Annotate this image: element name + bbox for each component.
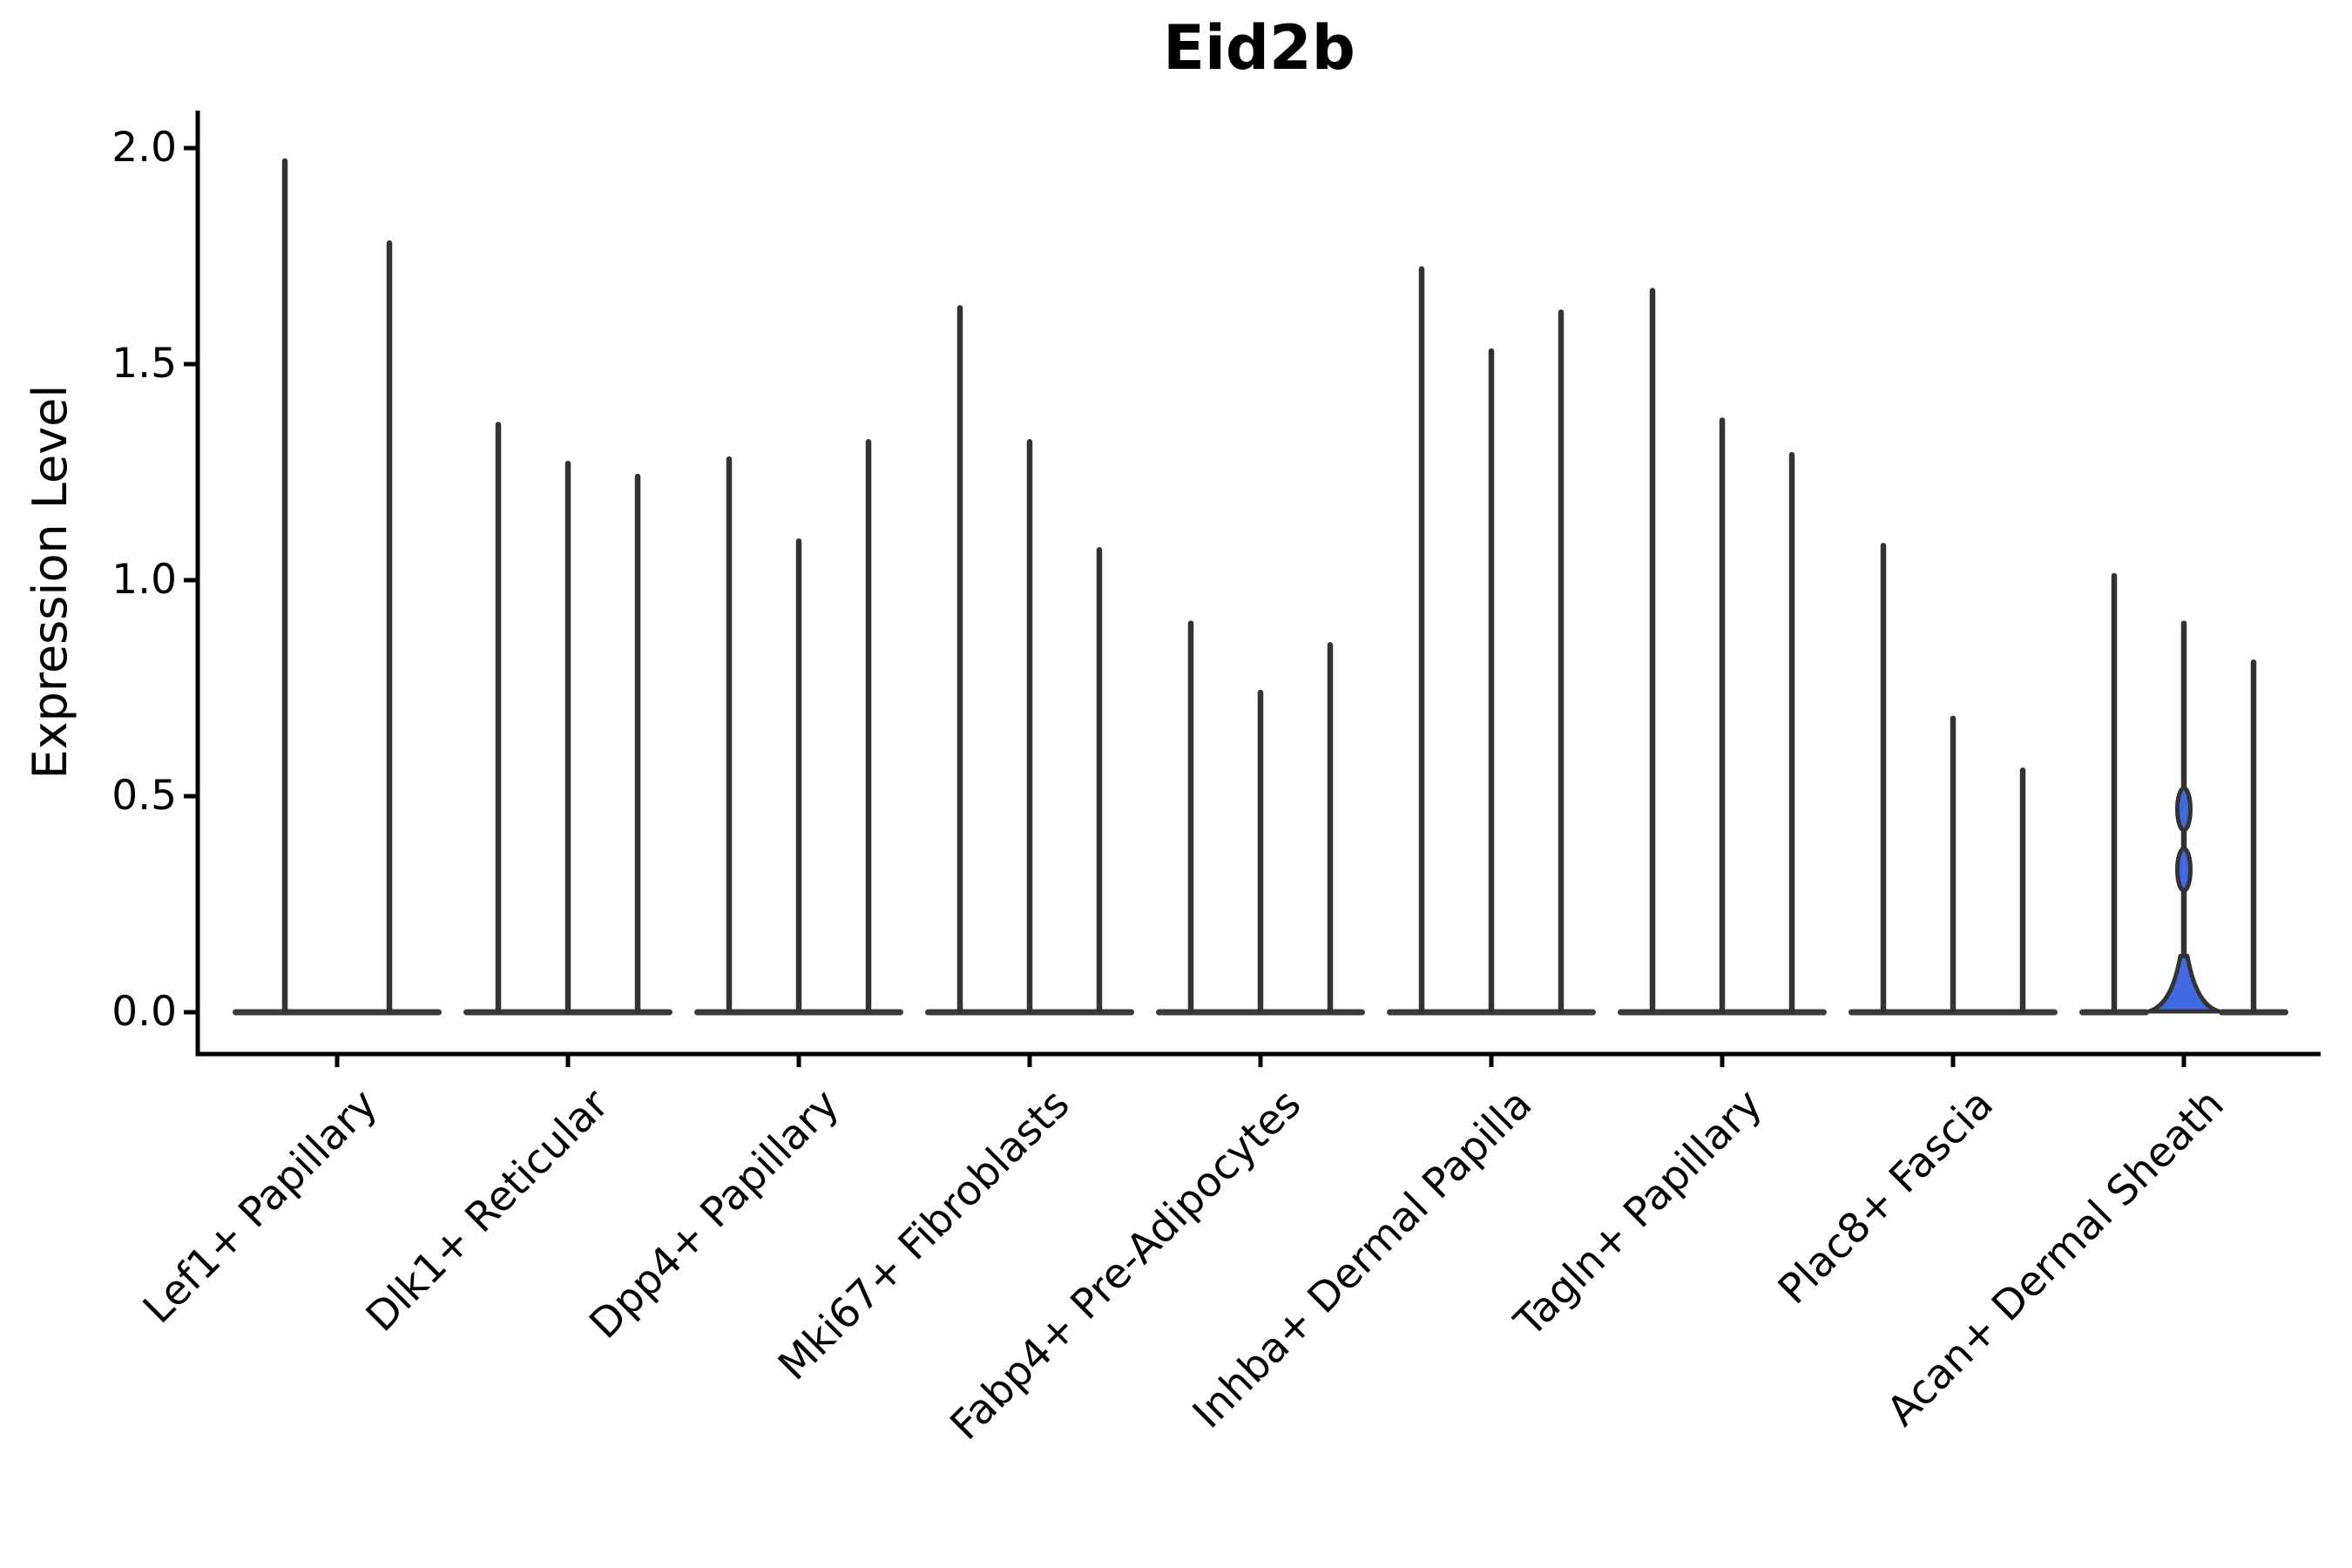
violin-base-blob-highlighted <box>2146 954 2221 1014</box>
violin-bulge <box>2175 846 2193 893</box>
y-tick-label: 1.0 <box>112 556 177 604</box>
violin-base <box>233 1009 442 1016</box>
y-tick-label: 0.0 <box>112 988 177 1036</box>
chart-title: Eid2b <box>1163 12 1355 84</box>
y-tick-label: 2.0 <box>112 124 177 172</box>
violin-bulge <box>2175 786 2193 833</box>
y-tick-label: 1.5 <box>112 340 177 388</box>
y-tick-label: 0.5 <box>112 772 177 820</box>
